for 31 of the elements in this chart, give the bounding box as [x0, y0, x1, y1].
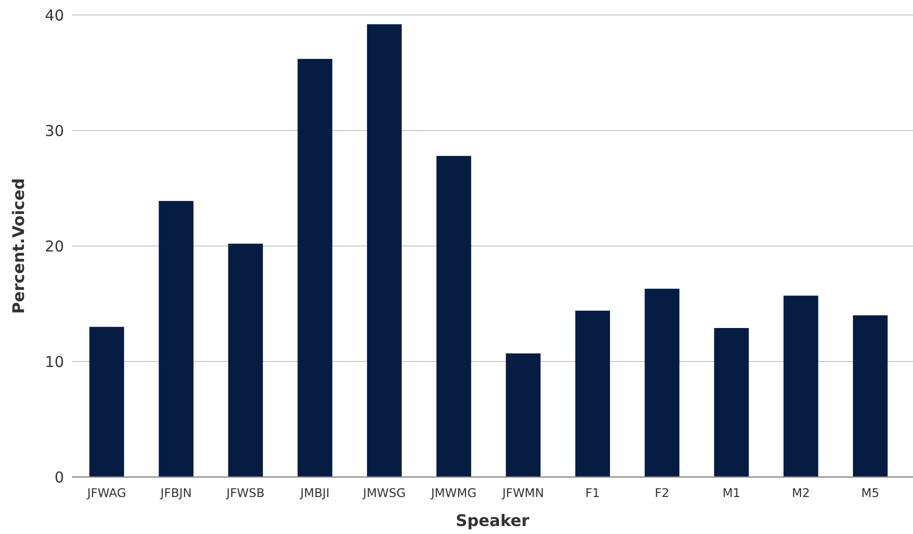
- bar: [367, 24, 402, 477]
- bar: [298, 58, 332, 477]
- x-tick-label: M2: [792, 486, 810, 500]
- x-tick-label: F2: [654, 486, 670, 500]
- x-tick-label: JFBJN: [160, 486, 192, 500]
- x-tick-label: JFWSB: [225, 486, 265, 500]
- x-tick-label: JFWMN: [501, 486, 544, 500]
- y-tick-label: 0: [54, 468, 64, 486]
- y-tick-label: 20: [44, 237, 64, 256]
- x-tick-label: JMWSG: [362, 486, 406, 500]
- x-tick-label: M5: [861, 486, 880, 500]
- x-tick-label: F1: [585, 486, 600, 500]
- bar: [158, 200, 194, 477]
- y-tick-label: 40: [44, 6, 64, 24]
- bar: [784, 296, 818, 477]
- x-tick-label: JFWAG: [86, 486, 126, 500]
- x-tick-label: JMBJI: [299, 486, 330, 500]
- x-tick-label: JMWMG: [430, 486, 477, 500]
- y-tick-label: 30: [44, 122, 64, 140]
- bar: [228, 244, 263, 477]
- bar: [575, 310, 610, 477]
- x-tick-label: M1: [722, 486, 740, 500]
- x-axis-title: Speaker: [456, 511, 530, 530]
- bar: [714, 328, 749, 477]
- bar: [89, 326, 124, 477]
- bar: [436, 156, 472, 477]
- bar: [506, 353, 541, 477]
- y-axis-title: Percent.Voiced: [9, 178, 28, 314]
- bar: [852, 315, 888, 477]
- bar: [644, 288, 680, 477]
- y-tick-label: 10: [44, 352, 64, 371]
